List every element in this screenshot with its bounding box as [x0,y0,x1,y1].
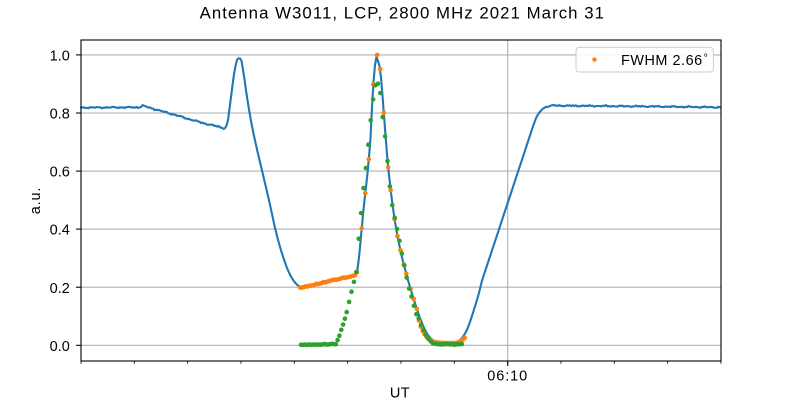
svg-text:1.0: 1.0 [50,49,70,65]
svg-text:UT: UT [390,386,410,400]
svg-text:Antenna W3011, LCP, 2800 MHz 2: Antenna W3011, LCP, 2800 MHz 2021 March … [200,4,605,23]
svg-text:0.4: 0.4 [50,223,70,239]
svg-text:0.6: 0.6 [50,165,70,181]
svg-text:0.2: 0.2 [50,281,70,297]
svg-text:0.8: 0.8 [50,107,70,123]
svg-text:a.u.: a.u. [28,187,44,214]
svg-text:06:10: 06:10 [487,369,528,385]
svg-text:0.0: 0.0 [50,339,70,355]
svg-text:FWHM 2.66°: FWHM 2.66° [621,52,708,69]
